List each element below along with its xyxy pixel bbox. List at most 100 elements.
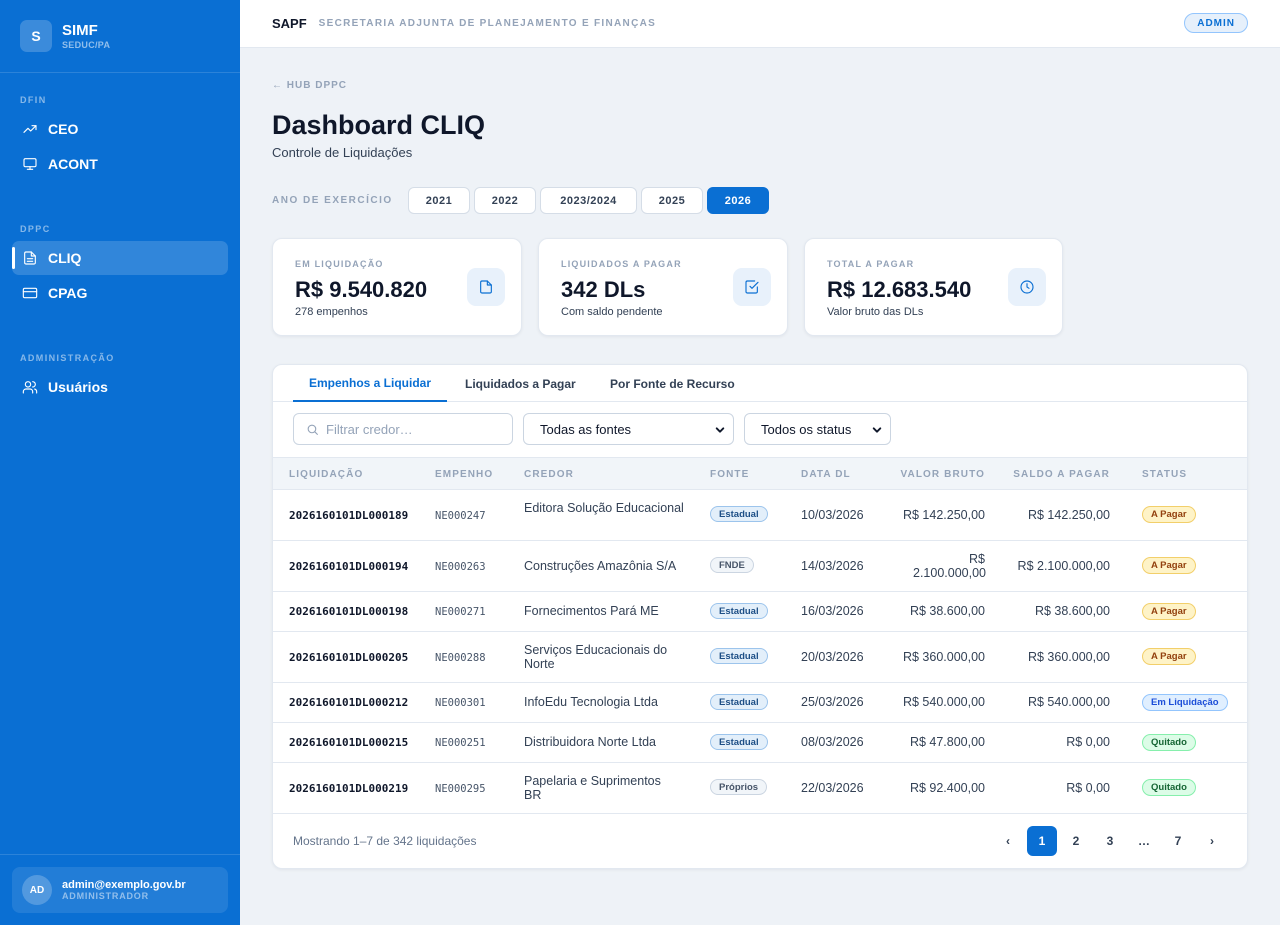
cell-liquidacao: 2026160101DL000215	[289, 736, 409, 749]
topbar-title: SAPF	[272, 16, 307, 31]
sidebar-item-ceo[interactable]: CEO	[12, 112, 228, 146]
cell-liquidacao: 2026160101DL000205	[289, 651, 409, 664]
sidebar-item-usuarios[interactable]: Usuários	[12, 370, 228, 404]
year-button-2022[interactable]: 2022	[474, 187, 536, 214]
fonte-badge: FNDE	[710, 557, 754, 573]
sidebar-item-cpag[interactable]: CPAG	[12, 276, 228, 310]
kpi-total-a-pagar: TOTAL A PAGAR R$ 12.683.540 Valor bruto …	[804, 238, 1063, 336]
year-button-2026[interactable]: 2026	[707, 187, 769, 214]
pagination-page-1[interactable]: 1	[1027, 826, 1057, 856]
cell-liquidacao: 2026160101DL000219	[289, 782, 409, 795]
fonte-badge: Estadual	[710, 648, 768, 664]
cell-saldo: R$ 360.000,00	[1027, 650, 1110, 664]
page-subtitle: Controle de Liquidações	[272, 145, 413, 160]
cell-valor-bruto: R$ 38.600,00	[909, 604, 985, 618]
year-button-2025[interactable]: 2025	[641, 187, 703, 214]
kpi-value: R$ 9.540.820	[295, 277, 428, 302]
cell-credor: Fornecimentos Pará ME	[524, 604, 659, 618]
kpi-value: R$ 12.683.540	[827, 277, 972, 302]
user-card[interactable]: AD admin@exemplo.gov.br ADMINISTRADOR	[12, 867, 228, 913]
fonte-badge: Estadual	[710, 506, 768, 522]
pagination-page-7[interactable]: 7	[1174, 834, 1182, 848]
sidebar-item-label: CLIQ	[48, 250, 82, 266]
year-button-2021[interactable]: 2021	[408, 187, 470, 214]
cell-valor-bruto: R$ 360.000,00	[902, 650, 985, 664]
cell-valor-bruto: R$ 47.800,00	[909, 735, 985, 749]
sidebar-item-label: CPAG	[48, 285, 88, 301]
cell-liquidacao: 2026160101DL000212	[289, 696, 409, 709]
status-select[interactable]: Todos os status	[744, 413, 891, 445]
brand[interactable]: S SIMF SEDUC/PA	[0, 0, 240, 73]
fonte-select[interactable]: Todas as fontes	[523, 413, 734, 445]
cell-empenho: NE000295	[435, 783, 486, 795]
cell-credor: Distribuidora Norte Ltda	[524, 735, 657, 749]
table-row[interactable]: 2026160101DL000205 NE000288 Serviços Edu…	[273, 632, 1247, 683]
cell-data: 14/03/2026	[801, 559, 864, 573]
column-header-valor-bruto[interactable]: VALOR BRUTO	[900, 469, 985, 480]
user-role: ADMINISTRADOR	[62, 891, 149, 901]
column-header-saldo-a-pagar[interactable]: SALDO A PAGAR	[1013, 469, 1110, 480]
role-badge: ADMIN	[1184, 13, 1248, 33]
table-row[interactable]: 2026160101DL000212 NE000301 InfoEdu Tecn…	[273, 683, 1247, 723]
credor-search-input[interactable]: Filtrar credor…	[293, 413, 513, 445]
fonte-badge: Estadual	[710, 734, 768, 750]
cell-data: 08/03/2026	[801, 735, 864, 749]
topbar: SAPF SECRETARIA ADJUNTA DE PLANEJAMENTO …	[240, 0, 1280, 48]
kpi-label: EM LIQUIDAÇÃO	[295, 259, 384, 269]
credit-card-icon	[22, 287, 38, 299]
table-row[interactable]: 2026160101DL000198 NE000271 Fornecimento…	[273, 592, 1247, 632]
table-row[interactable]: 2026160101DL000194 NE000263 Construções …	[273, 541, 1247, 592]
back-link[interactable]: ← HUB DPPC	[272, 80, 348, 91]
column-header-fonte[interactable]: FONTE	[710, 469, 750, 480]
table-header: LIQUIDAÇÃO EMPENHO CREDOR FONTE DATA DL …	[273, 457, 1247, 490]
monitor-icon	[23, 158, 37, 170]
table-row[interactable]: 2026160101DL000215 NE000251 Distribuidor…	[273, 723, 1247, 763]
search-placeholder: Filtrar credor…	[326, 421, 413, 437]
cell-valor-bruto: R$ 2.100.000,00	[913, 552, 986, 580]
chevron-down-icon	[872, 427, 882, 433]
sidebar-divider	[0, 854, 240, 855]
user-email: admin@exemplo.gov.br	[62, 879, 186, 891]
year-button-2023-2024[interactable]: 2023/2024	[540, 187, 637, 214]
nav-section-dppc: DPPC	[20, 224, 51, 234]
cell-saldo: R$ 0,00	[1066, 735, 1110, 749]
column-header-status[interactable]: STATUS	[1142, 469, 1188, 480]
status-badge: Quitado	[1142, 734, 1196, 751]
cell-empenho: NE000251	[435, 737, 486, 749]
nav-section-administracao: ADMINISTRAÇÃO	[20, 353, 115, 363]
status-select-value: Todos os status	[761, 421, 852, 437]
cell-empenho: NE000263	[435, 561, 486, 573]
cell-saldo: R$ 540.000,00	[1027, 695, 1110, 709]
sidebar-item-acont[interactable]: ACONT	[12, 147, 228, 181]
cell-credor: Construções Amazônia S/A	[524, 559, 677, 573]
column-header-liquidacao[interactable]: LIQUIDAÇÃO	[289, 469, 364, 480]
pagination-page-3[interactable]: 3	[1106, 834, 1114, 848]
pagination-summary: Mostrando 1–7 de 342 liquidações	[293, 834, 477, 848]
cell-saldo: R$ 0,00	[1066, 781, 1110, 795]
tab-empenhos-a-liquidar[interactable]: Empenhos a Liquidar	[293, 365, 447, 402]
column-header-empenho[interactable]: EMPENHO	[435, 469, 494, 480]
table-row[interactable]: 2026160101DL000219 NE000295 Papelaria e …	[273, 763, 1247, 814]
fonte-badge: Estadual	[710, 603, 768, 619]
pagination-prev-button[interactable]: ‹	[1006, 834, 1010, 848]
app-name: SIMF	[62, 21, 98, 39]
tab-liquidados-a-pagar[interactable]: Liquidados a Pagar	[465, 376, 576, 391]
cell-liquidacao: 2026160101DL000194	[289, 560, 409, 573]
cell-liquidacao: 2026160101DL000189	[289, 509, 409, 522]
pagination-next-button[interactable]: ›	[1210, 834, 1214, 848]
sidebar-item-cliq[interactable]: CLIQ	[12, 241, 228, 275]
column-header-credor[interactable]: CREDOR	[524, 469, 574, 480]
pagination-page-2[interactable]: 2	[1072, 834, 1080, 848]
column-header-data-dl[interactable]: DATA DL	[801, 469, 851, 480]
cell-data: 20/03/2026	[801, 650, 864, 664]
year-label: ANO DE EXERCÍCIO	[272, 195, 393, 206]
cell-valor-bruto: R$ 540.000,00	[902, 695, 985, 709]
trending-up-icon	[23, 125, 37, 133]
tab-por-fonte-de-recurso[interactable]: Por Fonte de Recurso	[610, 376, 735, 391]
cell-credor: InfoEdu Tecnologia Ltda	[524, 695, 658, 709]
table-row[interactable]: 2026160101DL000189 NE000247 Editora Solu…	[273, 490, 1247, 541]
cell-empenho: NE000301	[435, 697, 486, 709]
status-badge: Em Liquidação	[1142, 694, 1228, 711]
cell-saldo: R$ 38.600,00	[1034, 604, 1110, 618]
file-text-icon	[24, 251, 36, 265]
